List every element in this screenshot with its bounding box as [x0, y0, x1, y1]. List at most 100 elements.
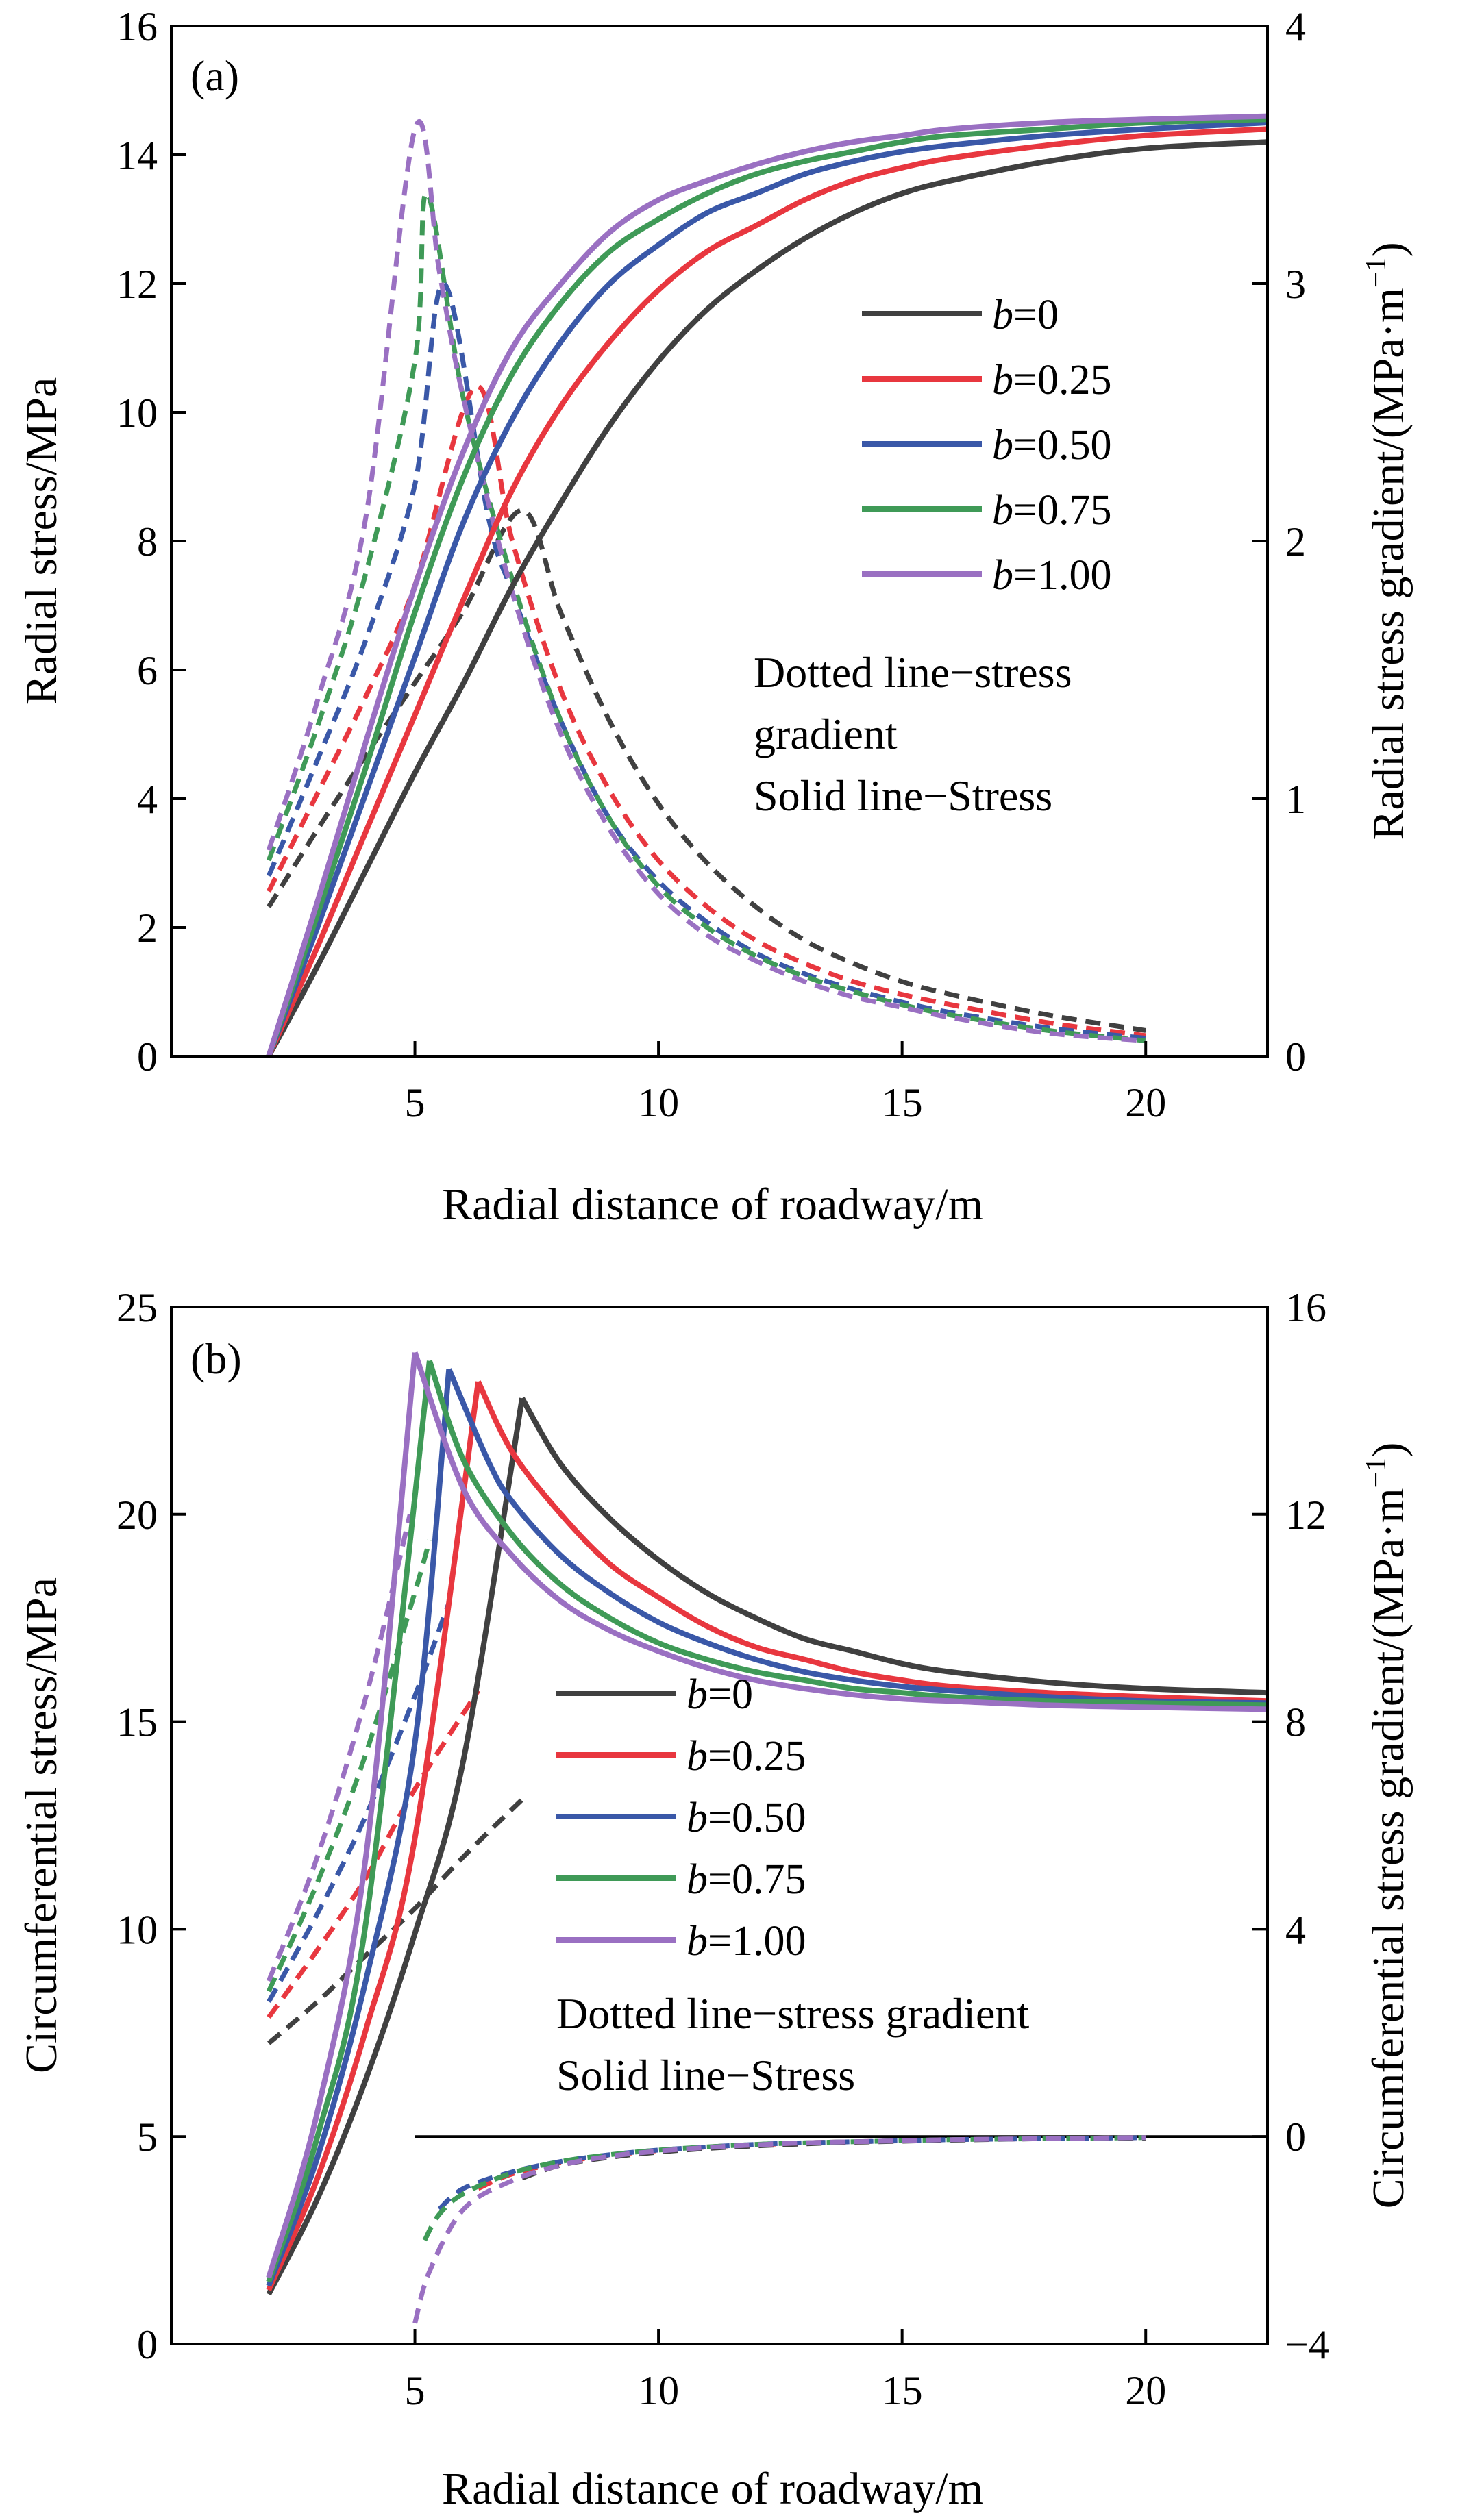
a-legend-label-1: b=0.25: [992, 357, 1111, 403]
a-legend-label-4: b=1.00: [992, 552, 1111, 599]
a-legend-var-3: b: [992, 487, 1013, 534]
b-y-right-tick-label-4: 12: [1285, 1493, 1326, 1538]
a-legend-var-1: b: [992, 357, 1013, 403]
a-y-right-tick-label-4: 4: [1285, 4, 1306, 49]
panel-a-legend: b=0b=0.25b=0.50b=0.75b=1.00: [862, 292, 1111, 599]
panel-b-notes: Dotted line−stress gradient Solid line−S…: [556, 1989, 1029, 2099]
b-gradient-line-3-0: [267, 1539, 432, 1993]
b-legend-var-0: b: [687, 1671, 708, 1718]
a-legend-value-1: =0.25: [1013, 357, 1111, 403]
panel-b-right-y-axis-label-text: Circumferential stress gradient/(MPa·m: [1363, 1488, 1413, 2208]
a-y-left-tick-label-2: 4: [137, 777, 158, 822]
b-y-left-tick-label-4: 20: [116, 1493, 158, 1538]
b-gradient-line-3-1: [422, 2135, 1146, 2242]
a-y-left-tick-label-1: 2: [137, 906, 158, 951]
a-legend-value-0: =0: [1013, 292, 1059, 338]
a-legend-var-2: b: [992, 422, 1013, 469]
b-gradient-line-2-1: [437, 2135, 1146, 2211]
b-stress-line-3: [266, 1360, 1268, 2283]
a-stress-line-3: [266, 116, 1268, 1058]
panel-b-curves: [266, 1351, 1268, 2324]
panel-a-left-y-axis-label: Radial stress/MPa: [16, 377, 66, 705]
a-y-left-tick-label-6: 12: [116, 262, 158, 307]
panel-b-right-y-axis-label-sup: −1: [1361, 1458, 1392, 1488]
a-x-tick-label-0: 5: [405, 1080, 425, 1125]
b-legend-value-3: =0.75: [708, 1856, 806, 1903]
b-x-tick-label-2: 15: [882, 2368, 923, 2413]
b-y-left-tick-label-1: 5: [137, 2114, 158, 2160]
panel-b-circumferential-stress-chart: 5 10 15 20 0 5 10 15 20 25 −4 0 4 8 12 16 (b) Radial di…: [16, 1285, 1413, 2514]
b-stress-line-0: [266, 1397, 1268, 2296]
b-x-tick-label-1: 10: [638, 2368, 679, 2413]
a-stress-line-2: [266, 120, 1268, 1058]
a-gradient-line-3-0: [266, 190, 1146, 1043]
b-x-tick-label-0: 5: [405, 2368, 425, 2413]
a-y-right-tick-label-2: 2: [1285, 519, 1306, 564]
b-legend-label-4: b=1.00: [687, 1918, 806, 1964]
panel-b-x-axis-label: Radial distance of roadway/m: [442, 2464, 983, 2514]
panel-b-label: (b): [190, 1334, 242, 1383]
a-x-tick-label-1: 10: [638, 1080, 679, 1125]
a-legend-value-4: =1.00: [1013, 552, 1111, 599]
panel-b-right-y-axis-label: Circumferential stress gradient/(MPa·m−1…: [1361, 1443, 1413, 2209]
a-y-left-tick-label-8: 16: [116, 4, 158, 49]
a-stress-line-1: [266, 126, 1268, 1058]
panel-b-right-y-axis-label-close: ): [1363, 1443, 1413, 1458]
b-legend-value-2: =0.50: [708, 1795, 806, 1841]
panel-a-x-axis-label: Radial distance of roadway/m: [442, 1180, 983, 1230]
b-stress-line-2: [266, 1368, 1268, 2287]
b-gradient-line-1-0: [267, 1689, 480, 2019]
panel-b-note-2: Solid line−Stress: [556, 2051, 855, 2099]
b-legend-var-2: b: [687, 1795, 708, 1841]
b-y-right-tick-label-3: 8: [1285, 1700, 1306, 1745]
a-x-tick-label-3: 20: [1125, 1080, 1166, 1125]
b-y-right-tick-label-5: 16: [1285, 1285, 1326, 1330]
a-legend-var-4: b: [992, 552, 1013, 599]
panel-a-note-3: Solid line−Stress: [754, 771, 1052, 820]
b-stress-line-4: [266, 1351, 1268, 2279]
b-y-right-tick-label-1: 0: [1285, 2114, 1306, 2160]
panel-a-curves: [266, 113, 1268, 1058]
b-y-left-tick-label-2: 10: [116, 1907, 158, 1952]
b-legend-label-2: b=0.50: [687, 1795, 806, 1841]
a-legend-label-0: b=0: [992, 292, 1059, 338]
b-legend-var-4: b: [687, 1918, 708, 1964]
b-legend-value-1: =0.25: [708, 1733, 806, 1780]
panel-a-right-y-axis-label-text: Radial stress gradient/(MPa·m: [1363, 288, 1413, 840]
b-y-left-tick-label-0: 0: [137, 2322, 158, 2367]
b-stress-line-1: [266, 1380, 1268, 2291]
a-y-right-tick-label-0: 0: [1285, 1034, 1306, 1080]
panel-a-note-1: Dotted line−stress: [754, 648, 1072, 697]
a-legend-label-2: b=0.50: [992, 422, 1111, 469]
panel-a-right-y-axis-label-sup: −1: [1361, 257, 1392, 288]
a-y-left-tick-label-4: 8: [137, 519, 158, 564]
panel-a-right-y-axis-label: Radial stress gradient/(MPa·m−1): [1361, 242, 1413, 840]
panel-b-left-y-axis-label: Circumferential stress/MPa: [16, 1577, 66, 2073]
a-gradient-line-4-0: [266, 119, 1146, 1043]
b-gradient-line-2-0: [267, 1601, 452, 2004]
a-stress-line-4: [266, 113, 1268, 1058]
panel-b-ticks: 5 10 15 20 0 5 10 15 20 25 −4 0 4 8 12 16: [116, 1285, 1329, 2413]
b-legend-label-3: b=0.75: [687, 1856, 806, 1903]
a-legend-var-0: b: [992, 292, 1013, 338]
a-legend-value-2: =0.50: [1013, 422, 1111, 469]
b-gradient-line-4-1: [412, 2135, 1146, 2324]
a-y-right-tick-label-3: 3: [1285, 262, 1306, 307]
panel-a-right-y-axis-label-close: ): [1363, 242, 1413, 257]
panel-a-note-2: gradient: [754, 710, 898, 758]
panel-a-notes: Dotted line−stress gradient Solid line−S…: [754, 648, 1072, 820]
b-y-right-tick-label-0: −4: [1285, 2322, 1329, 2367]
a-y-left-tick-label-0: 0: [137, 1034, 158, 1080]
b-legend-label-0: b=0: [687, 1671, 753, 1718]
b-legend-value-0: =0: [708, 1671, 753, 1718]
a-legend-label-3: b=0.75: [992, 487, 1111, 534]
b-legend-var-3: b: [687, 1856, 708, 1903]
b-y-right-tick-label-2: 4: [1285, 1907, 1306, 1952]
panel-a-label: (a): [190, 51, 239, 100]
a-gradient-line-1-0: [267, 384, 1146, 1038]
b-x-tick-label-3: 20: [1125, 2368, 1166, 2413]
panel-b-plot-frame: [170, 1306, 1269, 2345]
